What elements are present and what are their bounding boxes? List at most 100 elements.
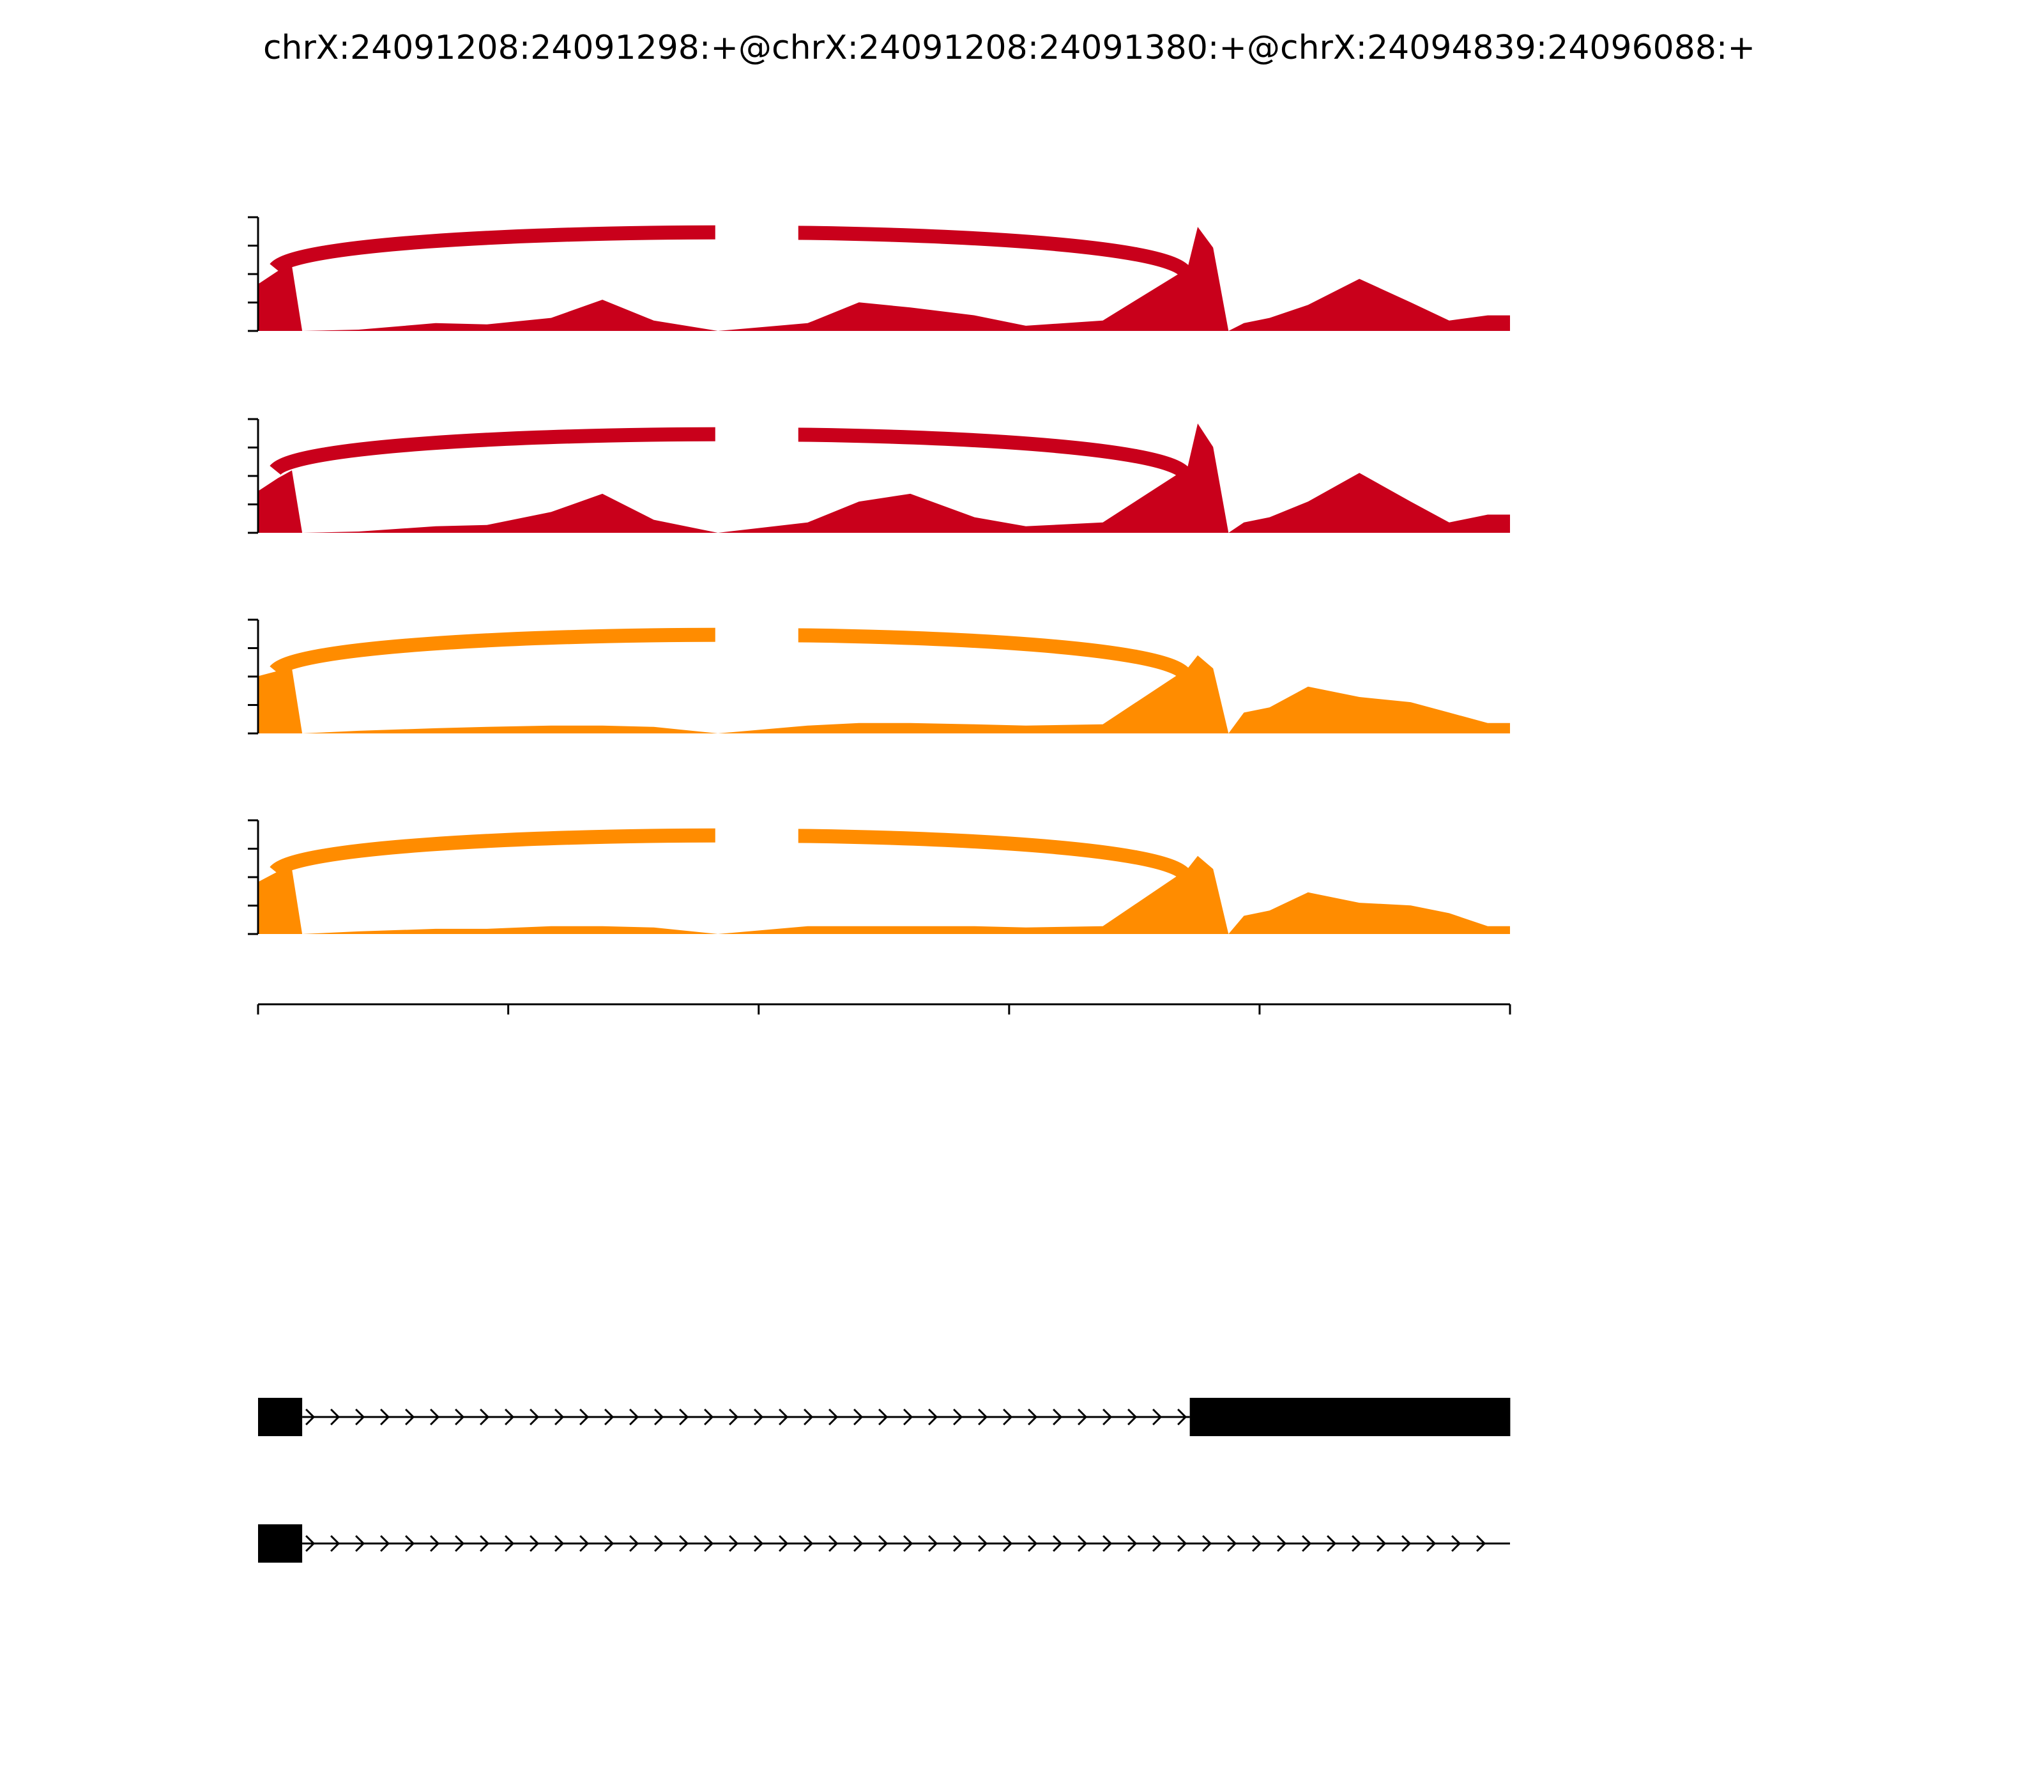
strand-arrow-icon — [1127, 1535, 1138, 1552]
isoform-track — [258, 1398, 1511, 1436]
strand-arrow-icon — [1476, 1535, 1486, 1552]
strand-arrow-icon — [480, 1408, 490, 1426]
isoform-tracks — [258, 1398, 1511, 1563]
junction-label-box — [715, 218, 798, 241]
strand-arrow-icon — [1003, 1535, 1013, 1552]
strand-arrow-icon — [1202, 1535, 1212, 1552]
strand-arrow-icon — [579, 1535, 590, 1552]
strand-arrow-icon — [903, 1535, 913, 1552]
strand-arrow-icon — [1028, 1408, 1038, 1426]
strand-arrow-icon — [704, 1408, 714, 1426]
coverage-panel — [248, 618, 1510, 735]
strand-arrow-icon — [554, 1535, 565, 1552]
strand-arrow-icon — [878, 1408, 889, 1426]
strand-arrow-icon — [330, 1408, 340, 1426]
strand-arrow-icon — [754, 1408, 764, 1426]
strand-arrow-icon — [355, 1535, 365, 1552]
strand-arrow-icon — [853, 1535, 864, 1552]
strand-arrow-icon — [1302, 1535, 1312, 1552]
strand-arrow-icon — [1102, 1408, 1113, 1426]
strand-arrow-icon — [1426, 1535, 1437, 1552]
strand-arrow-icon — [380, 1408, 390, 1426]
figure-title: chrX:24091208:24091298:+@chrX:24091208:2… — [263, 29, 1755, 67]
strand-arrow-icon — [1053, 1408, 1063, 1426]
strand-arrow-icon — [654, 1535, 664, 1552]
strand-arrow-icon — [679, 1408, 689, 1426]
coverage-area — [258, 855, 1510, 934]
strand-arrow-icon — [1102, 1535, 1113, 1552]
strand-arrow-icon — [530, 1535, 540, 1552]
junction-label-box — [715, 621, 798, 644]
coverage-area — [258, 655, 1510, 733]
strand-arrow-icon — [530, 1408, 540, 1426]
strand-arrow-icon — [804, 1535, 814, 1552]
strand-arrow-icon — [1127, 1408, 1138, 1426]
strand-arrow-icon — [430, 1408, 440, 1426]
strand-arrow-icon — [604, 1535, 614, 1552]
strand-arrow-icon — [978, 1408, 988, 1426]
strand-arrow-icon — [330, 1535, 340, 1552]
strand-arrow-icon — [305, 1408, 316, 1426]
strand-arrow-icon — [828, 1408, 839, 1426]
strand-arrow-icon — [1152, 1408, 1163, 1426]
strand-arrow-icon — [629, 1535, 639, 1552]
strand-arrow-icon — [1451, 1535, 1461, 1552]
strand-arrow-icon — [629, 1408, 639, 1426]
strand-arrow-icon — [579, 1408, 590, 1426]
strand-arrow-icon — [1078, 1408, 1088, 1426]
strand-arrow-icon — [704, 1535, 714, 1552]
coverage-panel — [248, 819, 1510, 935]
strand-arrow-icon — [1377, 1535, 1387, 1552]
strand-arrow-icon — [505, 1408, 515, 1426]
coverage-area — [258, 423, 1510, 533]
strand-arrow-icon — [779, 1408, 789, 1426]
strand-arrow-icon — [1152, 1535, 1163, 1552]
isoform-track — [258, 1524, 1510, 1563]
strand-arrow-icon — [1177, 1408, 1187, 1426]
exon-block — [258, 1524, 303, 1563]
strand-arrow-icon — [928, 1408, 938, 1426]
strand-arrow-icon — [1177, 1535, 1187, 1552]
strand-arrow-icon — [380, 1535, 390, 1552]
strand-arrow-icon — [828, 1535, 839, 1552]
strand-arrow-icon — [1028, 1535, 1038, 1552]
strand-arrow-icon — [1053, 1535, 1063, 1552]
strand-arrow-icon — [804, 1408, 814, 1426]
coverage-panel — [248, 418, 1510, 534]
strand-arrow-icon — [1003, 1408, 1013, 1426]
strand-arrow-icon — [505, 1535, 515, 1552]
coverage-panel — [248, 216, 1510, 332]
strand-arrow-icon — [455, 1535, 465, 1552]
strand-arrow-icon — [953, 1408, 963, 1426]
strand-arrow-icon — [604, 1408, 614, 1426]
strand-arrow-icon — [405, 1408, 415, 1426]
strand-arrow-icon — [978, 1535, 988, 1552]
strand-arrow-icon — [654, 1408, 664, 1426]
strand-arrow-icon — [405, 1535, 415, 1552]
strand-arrow-icon — [480, 1535, 490, 1552]
strand-arrow-icon — [779, 1535, 789, 1552]
strand-arrow-icon — [878, 1535, 889, 1552]
junction-label-box — [715, 420, 798, 443]
strand-arrow-icon — [455, 1408, 465, 1426]
strand-arrow-icon — [355, 1408, 365, 1426]
strand-arrow-icon — [903, 1408, 913, 1426]
strand-arrow-icon — [679, 1535, 689, 1552]
junction-label-box — [715, 822, 798, 845]
strand-arrow-icon — [305, 1535, 316, 1552]
strand-arrow-icon — [853, 1408, 864, 1426]
strand-arrow-icon — [430, 1535, 440, 1552]
strand-arrow-icon — [1277, 1535, 1287, 1552]
strand-arrow-icon — [1352, 1535, 1362, 1552]
strand-arrow-icon — [1401, 1535, 1412, 1552]
coverage-panels — [248, 216, 1510, 935]
strand-arrow-icon — [928, 1535, 938, 1552]
strand-arrow-icon — [554, 1408, 565, 1426]
strand-arrow-icon — [729, 1535, 739, 1552]
exon-block — [258, 1398, 303, 1436]
x-axis — [257, 1003, 1511, 1015]
strand-arrow-icon — [1327, 1535, 1337, 1552]
strand-arrow-icon — [1227, 1535, 1237, 1552]
exon-block — [1189, 1398, 1511, 1436]
